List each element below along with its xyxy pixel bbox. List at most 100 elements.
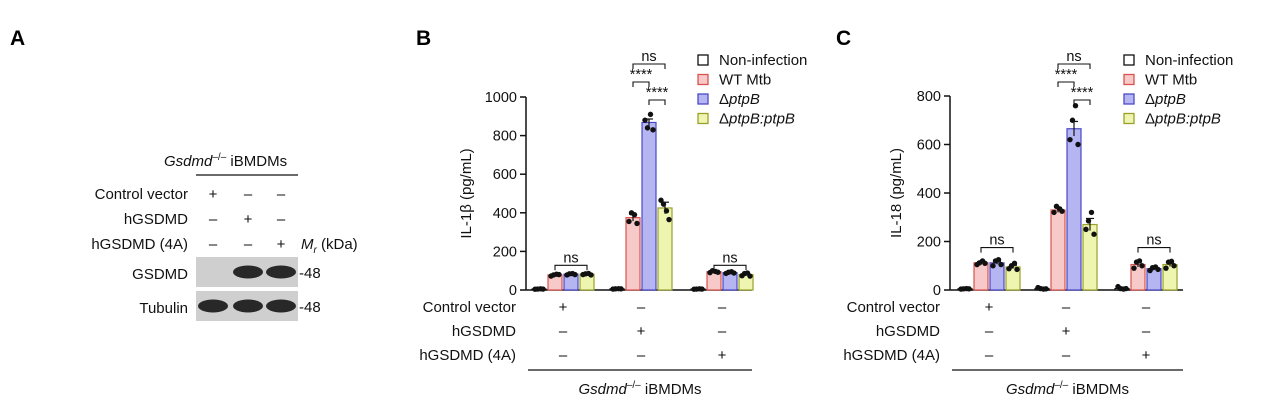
y-tick-label: 200 <box>493 244 517 260</box>
data-point <box>995 256 1002 263</box>
blot-band <box>266 299 296 313</box>
y-tick-label: 800 <box>493 129 517 145</box>
y-tick-label: 0 <box>509 283 517 299</box>
significance-label: **** <box>630 67 653 83</box>
table-mark: – <box>718 323 727 340</box>
table-row-label: hGSDMD (4A) <box>419 347 516 364</box>
data-point <box>1014 266 1020 273</box>
legend-swatch <box>1123 93 1135 105</box>
table-mark: – <box>985 323 994 340</box>
y-tick-label: 1000 <box>485 90 517 106</box>
panel-a-mark: + <box>209 186 218 203</box>
panel-a-mark: – <box>244 236 253 253</box>
data-point <box>1051 209 1057 216</box>
legend-entry: WT Mtb <box>1145 72 1197 89</box>
data-point <box>1123 285 1129 292</box>
panel-a-blots: GSDMD -48 Tubulin -48 <box>132 257 321 321</box>
bar <box>1050 209 1066 291</box>
data-point <box>1011 260 1018 267</box>
table-row-label: hGSDMD (4A) <box>843 347 940 364</box>
panel-a-row-label: hGSDMD <box>124 211 188 228</box>
data-point <box>1139 263 1145 269</box>
significance-label: ns <box>563 250 578 266</box>
y-axis-title: IL-18 (pg/mL) <box>888 148 905 238</box>
data-point <box>626 218 632 225</box>
data-point <box>998 261 1004 268</box>
data-point <box>1067 136 1073 143</box>
data-point <box>556 271 562 278</box>
data-point <box>1131 265 1137 271</box>
panel-a-mark: + <box>277 236 286 253</box>
data-point <box>663 208 670 214</box>
table-mark: – <box>1062 299 1071 316</box>
data-point <box>966 286 972 292</box>
table-mark: – <box>559 323 568 340</box>
data-point <box>1059 208 1065 214</box>
blot-band <box>198 299 228 313</box>
data-point <box>1075 141 1081 148</box>
panel-a-mark: – <box>209 211 218 228</box>
significance-bracket <box>554 264 588 271</box>
data-point <box>1163 265 1169 271</box>
significance-bracket <box>1073 99 1091 105</box>
significance-label: ns <box>1066 49 1081 65</box>
data-point <box>666 216 672 223</box>
y-tick-label: 600 <box>493 167 517 183</box>
legend-swatch <box>697 73 709 86</box>
panel-a-mark: – <box>277 186 286 203</box>
significance-bracket <box>632 63 666 69</box>
table-mark: + <box>637 323 646 340</box>
legend-entry: Non-infection <box>719 52 807 69</box>
blot-band <box>233 265 263 279</box>
data-point <box>1043 286 1049 292</box>
data-point <box>588 272 594 278</box>
table-row-label: hGSDMD <box>876 323 940 340</box>
panel-a-mark: + <box>244 211 253 228</box>
table-mark: – <box>1142 323 1151 340</box>
panel-a-western-blot: Gsdmd–/– iBMDMs Control vector + – – hGSDMD –… <box>91 152 358 321</box>
significance-label: ns <box>989 233 1004 249</box>
blot-band <box>233 299 263 313</box>
data-point <box>731 270 737 276</box>
significance-bracket <box>1137 247 1171 253</box>
legend-entry: Non-infection <box>1145 52 1233 69</box>
y-tick-label: 200 <box>917 235 941 251</box>
legend-swatch <box>697 93 709 105</box>
data-point <box>618 286 624 292</box>
data-point <box>747 273 753 279</box>
data-point <box>1136 258 1143 264</box>
data-point <box>572 271 578 278</box>
blot-mw-marker: -48 <box>299 265 321 282</box>
panel-a-row-label: hGSDMD (4A) <box>91 236 188 253</box>
legend-swatch <box>1123 54 1135 66</box>
y-tick-label: 400 <box>493 206 517 222</box>
table-mark: + <box>985 299 994 316</box>
legend-swatch <box>1123 112 1135 125</box>
data-point <box>699 286 705 292</box>
table-footer-label: Gsdmd–/– iBMDMs <box>1006 380 1129 398</box>
table-mark: – <box>559 347 568 364</box>
data-point <box>1155 266 1161 273</box>
table-mark: + <box>718 347 727 364</box>
blot-label: Tubulin <box>139 300 188 317</box>
significance-bracket <box>1057 81 1075 87</box>
significance-label: ns <box>722 250 737 266</box>
table-row-label: Control vector <box>423 299 516 316</box>
data-point <box>1171 263 1177 269</box>
data-point <box>631 212 638 218</box>
table-row-label: Control vector <box>847 299 940 316</box>
significance-bracket <box>713 264 747 271</box>
significance-bracket <box>1057 63 1091 69</box>
data-point <box>1069 117 1076 123</box>
y-tick-label: 800 <box>917 89 941 105</box>
legend-swatch <box>1123 73 1135 86</box>
panel-a-mark: – <box>277 211 286 228</box>
significance-label: **** <box>1055 67 1078 83</box>
data-point <box>644 125 651 131</box>
data-point <box>982 260 988 267</box>
table-mark: – <box>718 299 727 316</box>
table-footer-label: Gsdmd–/– iBMDMs <box>578 380 701 398</box>
legend-entry: ΔptpB:ptpB <box>719 111 795 128</box>
panel-label-a: A <box>10 27 25 50</box>
bar <box>1066 128 1082 291</box>
